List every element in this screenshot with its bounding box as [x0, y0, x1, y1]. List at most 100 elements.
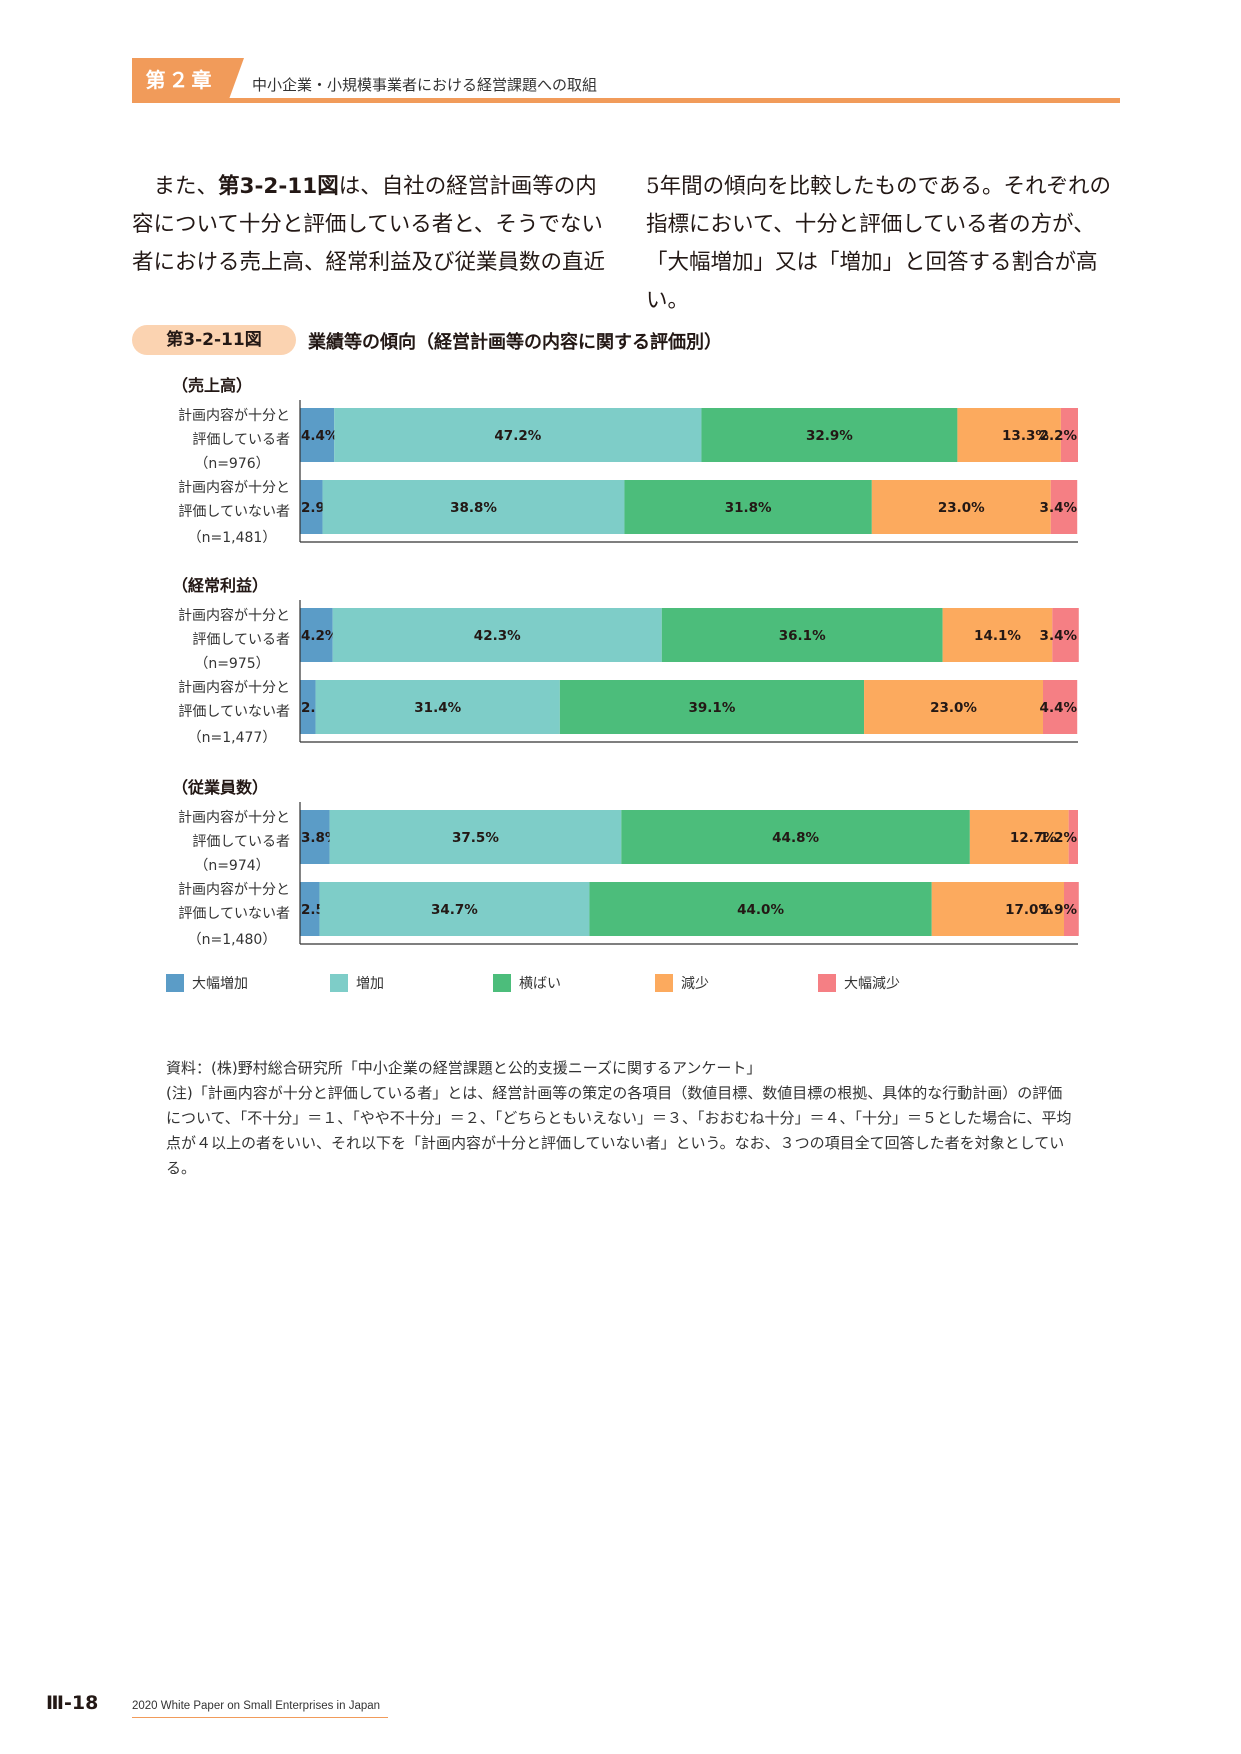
bar-segment-2 — [329, 810, 622, 864]
data-label: 23.0% — [938, 500, 985, 516]
data-label: 32.9% — [806, 428, 853, 444]
legend-label: 減少 — [681, 975, 709, 992]
data-label: 17.0% — [1005, 902, 1052, 918]
source-notes: 資料：(株)野村総合研究所「中小企業の経営課題と公的支援ニーズに関するアンケート… — [166, 1056, 1076, 1181]
data-label: 47.2% — [494, 428, 541, 444]
row-label-line2: 評価している者 — [192, 834, 290, 850]
group-title: （経常利益） — [172, 576, 268, 595]
legend-label: 大幅減少 — [844, 975, 900, 992]
legend-swatch-2 — [330, 974, 348, 992]
bar-segment-1 — [300, 810, 330, 864]
data-label: 4.4% — [301, 428, 339, 444]
row-label-line1: 計画内容が十分と — [178, 679, 290, 696]
body-text-right: 5年間の傾向を比較したものである。それぞれの指標において、十分と評価している者の… — [646, 174, 1111, 313]
data-label: 31.4% — [414, 700, 461, 716]
data-label: 2.2% — [1040, 428, 1078, 444]
data-label: 31.8% — [725, 500, 772, 516]
page-number: Ⅲ-18 — [46, 1692, 99, 1714]
body-left-pre: また、 — [153, 174, 219, 199]
legend-swatch-5 — [818, 974, 836, 992]
figure-reference: 第3-2-11図 — [218, 174, 339, 199]
bar-segment-1 — [300, 608, 333, 662]
row-label-line2: 評価している者 — [192, 632, 290, 648]
bar-segment-3 — [621, 810, 970, 864]
legend-label: 大幅増加 — [192, 976, 248, 992]
bar-segment-5 — [1042, 680, 1078, 734]
bar-segment-2 — [334, 408, 702, 462]
data-label: 44.0% — [737, 902, 784, 918]
row-label-line2: 評価していない者 — [178, 504, 290, 520]
row-label-n: （n=1,480） — [188, 932, 277, 948]
data-label: 42.3% — [474, 628, 521, 644]
data-label: 1.9% — [1040, 902, 1078, 918]
data-label: 36.1% — [779, 628, 826, 644]
bar-segment-2 — [319, 882, 590, 936]
data-label: 12.7% — [1010, 830, 1057, 846]
group-title: （従業員数） — [172, 778, 268, 797]
legend-swatch-1 — [166, 974, 184, 992]
bar-segment-3 — [624, 480, 872, 534]
bar-segment-5 — [1052, 608, 1079, 662]
stacked-bar-chart: （売上高）計画内容が十分と評価している者（n=976）4.4% 47.2% 32.9… — [166, 376, 1079, 992]
source-line: 資料：(株)野村総合研究所「中小企業の経営課題と公的支援ニーズに関するアンケート… — [166, 1059, 762, 1077]
bar-segment-1 — [300, 408, 335, 462]
data-label: 23.0% — [930, 700, 977, 716]
bar-segment-2 — [332, 608, 662, 662]
row-label-line2: 評価していない者 — [178, 906, 290, 922]
note-text: (注)「計画内容が十分と評価している者」とは、経営計画等の策定の各項目（数値目標… — [166, 1084, 1072, 1177]
bar-segment-5 — [1063, 882, 1079, 936]
header-rule — [132, 98, 1120, 103]
bar-segment-3 — [661, 608, 943, 662]
data-label: 38.8% — [450, 500, 497, 516]
row-label-line1: 計画内容が十分と — [178, 479, 290, 496]
body-text-left: また、第3-2-11図は、自社の経営計画等の内容について十分と評価している者と、… — [132, 168, 608, 282]
figure-badge: 第3-2-11図 — [132, 325, 296, 355]
data-label: 34.7% — [431, 902, 478, 918]
data-label: 39.1% — [689, 700, 736, 716]
row-label-line1: 計画内容が十分と — [178, 607, 290, 624]
row-label-line2: 評価していない者 — [178, 704, 290, 720]
bar-segment-2 — [322, 480, 625, 534]
bar-segment-5 — [1068, 810, 1078, 864]
row-label-line1: 計画内容が十分と — [178, 407, 290, 424]
legend-swatch-3 — [493, 974, 511, 992]
bar-segment-5 — [1050, 480, 1078, 534]
group-title: （売上高） — [172, 376, 252, 395]
bar-segment-3 — [701, 408, 958, 462]
footer-title: 2020 White Paper on Small Enterprises in… — [132, 1700, 381, 1712]
bar-segment-4 — [942, 608, 1053, 662]
bar-segment-4 — [931, 882, 1064, 936]
bar-segment-3 — [589, 882, 932, 936]
row-label-line1: 計画内容が十分と — [178, 881, 290, 898]
row-label-line2: 評価している者 — [192, 432, 290, 448]
bar-segment-2 — [315, 680, 560, 734]
row-label-n: （n=1,477） — [188, 730, 277, 746]
data-label: 3.8% — [301, 830, 339, 846]
row-label-n: （n=976） — [194, 456, 269, 472]
data-label: 37.5% — [452, 830, 499, 846]
legend-label: 増加 — [356, 976, 384, 992]
body-left-post: は、自社の経営計画等の内容について十分と評価している者と、そうでない者における売… — [132, 174, 606, 275]
row-label-n: （n=1,481） — [188, 530, 277, 546]
bar-segment-5 — [1060, 408, 1078, 462]
bar-segment-4 — [864, 680, 1043, 734]
data-label: 4.4% — [1040, 700, 1078, 716]
bar-segment-3 — [559, 680, 865, 734]
bar-segment-4 — [957, 408, 1061, 462]
row-label-n: （n=975） — [194, 656, 269, 672]
chapter-title: 中小企業・小規模事業者における経営課題への取組 — [252, 76, 598, 94]
data-label: 1.2% — [1040, 830, 1078, 846]
row-label-n: （n=974） — [194, 858, 269, 874]
legend-swatch-4 — [655, 974, 673, 992]
footer-rule — [132, 1717, 388, 1718]
data-label: 3.4% — [1040, 500, 1078, 516]
data-label: 4.2% — [301, 628, 339, 644]
bar-segment-1 — [300, 680, 316, 734]
bar-segment-1 — [300, 480, 323, 534]
bar-segment-4 — [969, 810, 1069, 864]
legend-label: 横ばい — [519, 976, 561, 992]
chapter-tab: 第２章 — [132, 58, 244, 102]
bar-segment-4 — [871, 480, 1051, 534]
data-label: 13.3% — [1002, 428, 1049, 444]
data-label: 44.8% — [772, 830, 819, 846]
